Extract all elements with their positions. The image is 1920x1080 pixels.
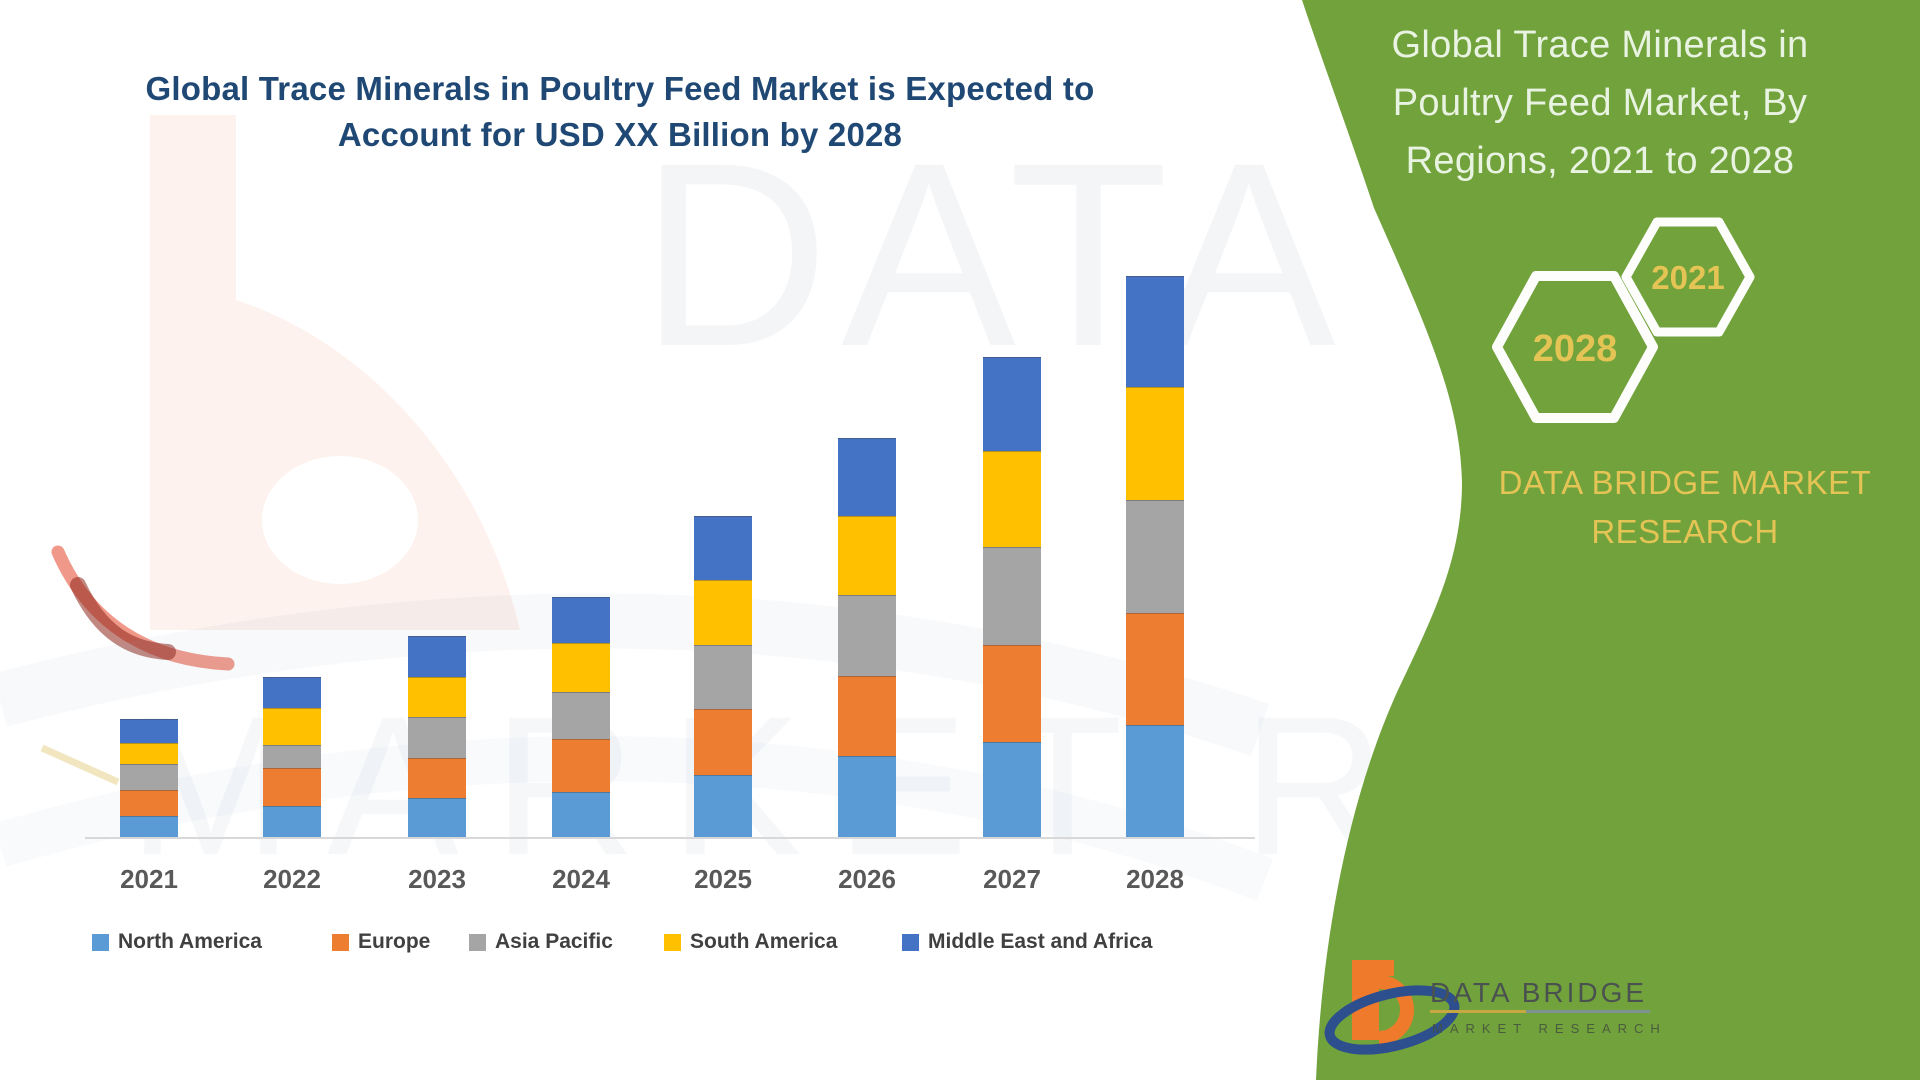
bar-segment-middle-east-and-africa bbox=[263, 677, 321, 708]
bar-segment-north-america bbox=[120, 816, 178, 838]
legend-item-north-america: North America bbox=[92, 930, 262, 954]
bar-segment-europe bbox=[263, 768, 321, 806]
x-axis-label-2026: 2026 bbox=[838, 864, 896, 894]
bar-segment-asia-pacific bbox=[408, 717, 466, 758]
bar-segment-middle-east-and-africa bbox=[1126, 276, 1184, 387]
legend-label: North America bbox=[118, 930, 262, 953]
bar-segment-europe bbox=[694, 709, 752, 775]
logo-swoosh bbox=[1324, 985, 1460, 1055]
x-axis-label-2022: 2022 bbox=[263, 864, 321, 894]
legend-swatch bbox=[902, 933, 919, 951]
legend-item-europe: Europe bbox=[332, 930, 430, 954]
side-panel-title: Global Trace Minerals in Poultry Feed Ma… bbox=[1391, 24, 1809, 182]
stacked-bar-2024 bbox=[552, 597, 610, 838]
bar-segment-middle-east-and-africa bbox=[694, 516, 752, 580]
bar-segment-middle-east-and-africa bbox=[983, 357, 1041, 451]
bar-segment-asia-pacific bbox=[1126, 500, 1184, 613]
bar-segment-south-america bbox=[838, 516, 896, 595]
bar-segment-asia-pacific bbox=[263, 745, 321, 768]
bar-segment-europe bbox=[983, 645, 1041, 742]
x-axis-label-2025: 2025 bbox=[694, 864, 752, 894]
legend-swatch bbox=[332, 933, 349, 951]
stacked-bar-2026 bbox=[838, 438, 896, 838]
bar-segment-europe bbox=[552, 739, 610, 792]
legend-swatch bbox=[664, 933, 681, 951]
brand-logo: DATA BRIDGE MARKET RESEARCH bbox=[1324, 960, 1667, 1055]
bar-segment-south-america bbox=[120, 743, 178, 764]
logo-b-bowl bbox=[1378, 975, 1414, 1045]
x-axis-label-2023: 2023 bbox=[408, 864, 466, 894]
bar-segment-north-america bbox=[983, 742, 1041, 838]
logo-underline-gray bbox=[1526, 1010, 1650, 1013]
bar-segment-middle-east-and-africa bbox=[552, 597, 610, 643]
bar-segment-europe bbox=[838, 676, 896, 756]
chart-title: Global Trace Minerals in Poultry Feed Ma… bbox=[145, 70, 1095, 153]
stacked-bar-2027 bbox=[983, 357, 1041, 838]
x-axis-label-2024: 2024 bbox=[552, 864, 610, 894]
legend-swatch bbox=[92, 933, 109, 951]
bar-segment-north-america bbox=[838, 756, 896, 838]
hexagon-2028 bbox=[1492, 271, 1658, 423]
bar-segment-north-america bbox=[1126, 725, 1184, 838]
stacked-bar-2023 bbox=[408, 636, 466, 838]
bar-segment-asia-pacific bbox=[983, 547, 1041, 645]
legend-label: Middle East and Africa bbox=[928, 930, 1153, 953]
bar-segment-europe bbox=[120, 790, 178, 816]
bar-segment-asia-pacific bbox=[552, 692, 610, 739]
hexagon-2021 bbox=[1621, 217, 1755, 337]
bar-segment-asia-pacific bbox=[120, 764, 178, 790]
bar-segment-south-america bbox=[1126, 387, 1184, 500]
legend-item-asia-pacific: Asia Pacific bbox=[469, 930, 613, 954]
x-axis-line bbox=[85, 837, 1255, 839]
logo-sub: MARKET RESEARCH bbox=[1432, 1021, 1667, 1036]
hexagon-2028-label: 2028 bbox=[1533, 328, 1618, 370]
bar-segment-north-america bbox=[694, 775, 752, 838]
bar-segment-europe bbox=[1126, 613, 1184, 725]
side-panel-background bbox=[1302, 0, 1920, 1080]
bar-segment-asia-pacific bbox=[694, 645, 752, 709]
stacked-bar-2021 bbox=[120, 719, 178, 838]
legend-item-south-america: South America bbox=[664, 930, 837, 954]
bar-segment-south-america bbox=[552, 643, 610, 692]
bar-segment-south-america bbox=[694, 580, 752, 645]
legend-label: Europe bbox=[358, 930, 431, 953]
x-axis-label-2021: 2021 bbox=[120, 864, 178, 894]
logo-name: DATA BRIDGE bbox=[1430, 977, 1647, 1008]
hexagon-2021-label: 2021 bbox=[1651, 259, 1724, 296]
bar-segment-south-america bbox=[408, 677, 466, 717]
bar-segment-north-america bbox=[408, 798, 466, 838]
legend-label: South America bbox=[690, 930, 838, 953]
bar-segment-middle-east-and-africa bbox=[838, 438, 896, 516]
legend-item-middle-east-and-africa: Middle East and Africa bbox=[902, 930, 1152, 954]
bar-segment-south-america bbox=[983, 451, 1041, 547]
bar-segment-asia-pacific bbox=[838, 595, 896, 676]
x-axis-label-2027: 2027 bbox=[983, 864, 1041, 894]
stacked-bar-2022 bbox=[263, 677, 321, 838]
legend-label: Asia Pacific bbox=[495, 930, 613, 953]
bar-segment-north-america bbox=[263, 806, 321, 838]
bar-segment-middle-east-and-africa bbox=[408, 636, 466, 677]
bar-segment-europe bbox=[408, 758, 466, 798]
logo-underline-gold bbox=[1430, 1010, 1526, 1013]
bar-segment-middle-east-and-africa bbox=[120, 719, 178, 743]
bar-segment-south-america bbox=[263, 708, 321, 745]
x-axis-label-2028: 2028 bbox=[1126, 864, 1184, 894]
bar-segment-north-america bbox=[552, 792, 610, 838]
side-panel-caption: DATA BRIDGE MARKET RESEARCH bbox=[1498, 464, 1872, 550]
legend-swatch bbox=[469, 933, 486, 951]
stacked-bar-2028 bbox=[1126, 276, 1184, 838]
stacked-bar-2025 bbox=[694, 516, 752, 838]
